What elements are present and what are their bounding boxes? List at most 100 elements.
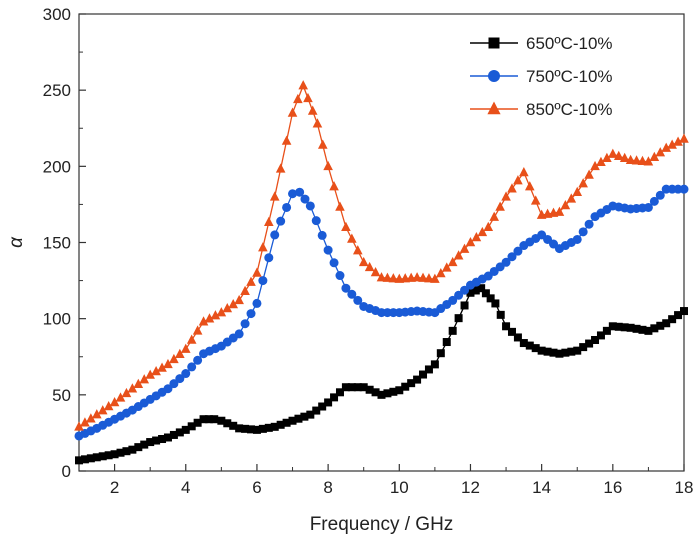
data-point bbox=[151, 366, 161, 376]
data-point bbox=[383, 389, 392, 398]
data-point bbox=[471, 231, 482, 242]
data-point bbox=[305, 201, 315, 211]
data-point bbox=[513, 246, 523, 256]
data-point bbox=[146, 438, 155, 447]
data-point bbox=[680, 307, 688, 316]
data-point bbox=[370, 266, 381, 277]
data-point bbox=[270, 230, 280, 240]
data-point bbox=[252, 267, 262, 277]
data-point bbox=[376, 272, 387, 282]
data-point bbox=[453, 250, 464, 260]
legend-marker bbox=[488, 70, 500, 82]
data-point bbox=[217, 416, 226, 425]
data-point bbox=[436, 268, 446, 278]
data-point bbox=[388, 273, 399, 283]
data-point bbox=[460, 301, 469, 310]
data-point bbox=[625, 154, 636, 165]
data-point bbox=[679, 184, 689, 194]
data-point bbox=[454, 290, 464, 300]
data-point bbox=[306, 410, 315, 419]
data-point bbox=[92, 453, 101, 462]
data-point bbox=[281, 135, 292, 145]
data-point bbox=[134, 443, 143, 452]
data-point bbox=[127, 383, 138, 393]
data-point bbox=[324, 398, 333, 407]
x-tick-label: 8 bbox=[323, 478, 332, 497]
data-point bbox=[341, 221, 351, 232]
data-point bbox=[460, 285, 470, 295]
data-point bbox=[204, 313, 215, 323]
data-point bbox=[486, 294, 495, 303]
data-point bbox=[662, 319, 671, 328]
data-point bbox=[430, 360, 439, 369]
legend-label: 750ºC-10% bbox=[526, 67, 613, 86]
data-point bbox=[513, 333, 522, 342]
data-point bbox=[643, 156, 654, 166]
data-point bbox=[318, 402, 327, 411]
data-point bbox=[341, 283, 351, 293]
data-point bbox=[329, 181, 339, 191]
data-point bbox=[269, 191, 280, 201]
legend-item: 850ºC-10% bbox=[470, 100, 613, 119]
data-point bbox=[115, 392, 126, 402]
data-point bbox=[419, 370, 428, 379]
x-tick-label: 6 bbox=[252, 478, 261, 497]
data-point bbox=[501, 191, 511, 201]
data-point bbox=[353, 383, 362, 392]
data-point bbox=[300, 194, 310, 204]
data-point bbox=[650, 324, 659, 333]
data-point bbox=[86, 454, 95, 463]
data-point bbox=[264, 253, 274, 263]
x-tick-label: 16 bbox=[603, 478, 622, 497]
data-point bbox=[649, 151, 660, 161]
data-point bbox=[121, 387, 132, 398]
data-point bbox=[483, 221, 494, 232]
data-point bbox=[631, 155, 642, 165]
data-point bbox=[163, 433, 172, 442]
data-point bbox=[330, 393, 339, 402]
data-point bbox=[169, 379, 179, 389]
data-point bbox=[234, 294, 244, 305]
data-point bbox=[193, 355, 203, 365]
data-point bbox=[158, 435, 167, 444]
data-point bbox=[477, 284, 486, 293]
data-point bbox=[140, 440, 149, 449]
data-point bbox=[448, 326, 457, 335]
series-3 bbox=[74, 80, 689, 431]
data-point bbox=[424, 365, 433, 374]
data-point bbox=[441, 262, 452, 272]
x-tick-label: 12 bbox=[461, 478, 480, 497]
data-point bbox=[128, 445, 137, 454]
data-point bbox=[502, 322, 511, 331]
data-point bbox=[436, 349, 445, 358]
data-point bbox=[566, 193, 577, 203]
data-point bbox=[157, 362, 167, 372]
data-point bbox=[584, 219, 594, 229]
legend: 650ºC-10% 750ºC-10% 850ºC-10% bbox=[470, 34, 613, 119]
data-point bbox=[572, 186, 583, 197]
data-point bbox=[222, 303, 233, 313]
x-tick-label: 10 bbox=[390, 478, 409, 497]
data-point bbox=[382, 272, 393, 282]
data-point bbox=[596, 331, 605, 340]
data-point bbox=[133, 378, 144, 388]
data-point bbox=[465, 237, 476, 247]
data-point bbox=[347, 289, 357, 299]
data-point bbox=[264, 423, 273, 432]
data-point bbox=[276, 420, 285, 429]
data-point bbox=[471, 286, 480, 295]
data-point bbox=[637, 155, 648, 166]
data-point bbox=[655, 147, 666, 157]
data-point bbox=[567, 347, 576, 356]
data-point bbox=[572, 234, 582, 244]
y-tick-label: 300 bbox=[43, 5, 71, 24]
data-point bbox=[555, 349, 564, 358]
y-tick-label: 0 bbox=[62, 462, 71, 481]
data-point bbox=[507, 252, 517, 262]
data-point bbox=[295, 187, 305, 197]
data-point bbox=[181, 425, 190, 434]
data-point bbox=[169, 430, 178, 439]
data-point bbox=[489, 211, 499, 221]
data-point bbox=[507, 183, 517, 193]
data-point bbox=[537, 346, 546, 355]
